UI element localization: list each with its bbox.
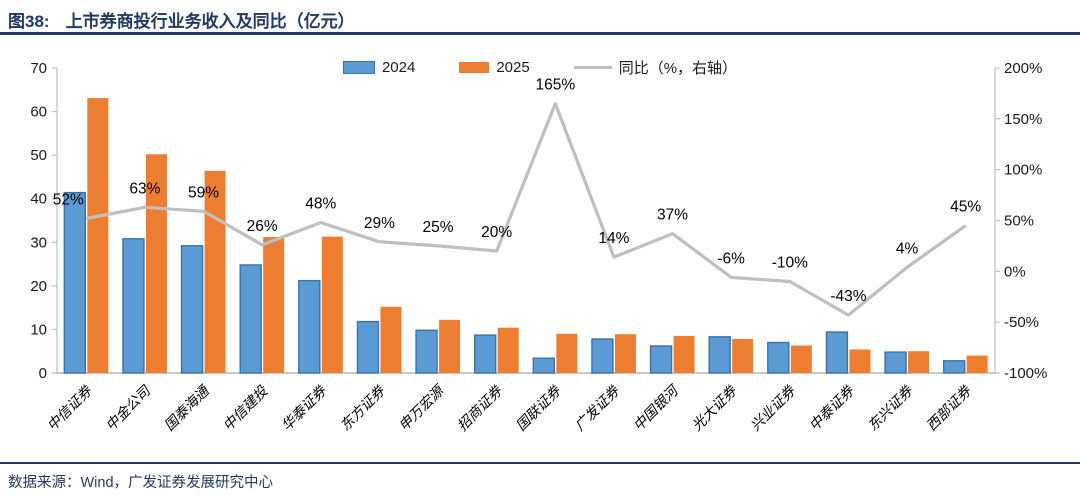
x-axis-label-8: 国联证券 — [513, 382, 565, 434]
left-axis-tick-label: 30 — [30, 234, 47, 251]
x-axis-label-0: 中信证券 — [44, 382, 96, 434]
right-axis-tick-label: -50% — [1004, 314, 1039, 331]
yoy-data-label-12: -10% — [772, 255, 808, 272]
bar-2025-15 — [966, 355, 988, 373]
yoy-data-label-8: 165% — [535, 77, 575, 94]
yoy-data-label-10: 37% — [657, 207, 688, 224]
right-axis-tick-label: 100% — [1004, 162, 1042, 179]
x-axis-label-4: 华泰证券 — [278, 382, 330, 434]
bar-2024-10 — [649, 345, 673, 374]
bar-2024-1 — [122, 238, 145, 374]
bar-2024-9 — [591, 338, 614, 374]
bar-2024-5 — [356, 320, 380, 374]
bar-2024-12 — [767, 341, 790, 374]
right-axis-tick-label: 200% — [1004, 60, 1042, 77]
right-axis-tick-label: 0% — [1004, 263, 1026, 280]
bar-2024-7 — [473, 334, 497, 374]
bar-2025-5 — [380, 306, 402, 373]
bar-2025-11 — [732, 339, 754, 373]
left-axis-tick-label: 0 — [39, 365, 47, 382]
x-axis-label-13: 中泰证券 — [806, 382, 858, 434]
bar-2024-15 — [942, 360, 966, 374]
bar-2024-13 — [825, 331, 849, 374]
data-source-note: 数据来源：Wind，广发证券发展研究中心 — [8, 475, 274, 491]
bar-2024-11 — [708, 336, 731, 374]
x-axis-label-7: 招商证券 — [454, 382, 506, 434]
x-axis-label-1: 中金公司 — [102, 381, 154, 433]
right-axis-tick-label: 50% — [1004, 213, 1034, 230]
x-axis-label-10: 中国银河 — [630, 381, 683, 434]
bar-2025-10 — [673, 335, 695, 373]
bar-2025-12 — [790, 345, 812, 373]
yoy-data-label-15: 45% — [950, 199, 981, 216]
figure-number: 图38: — [8, 12, 50, 31]
yoy-data-label-9: 14% — [598, 230, 629, 247]
bar-2024-4 — [298, 279, 321, 374]
x-axis-label-9: 广发证券 — [571, 382, 623, 434]
header-divider — [0, 32, 1080, 35]
x-axis-label-3: 中信建投 — [219, 381, 271, 433]
bar-2025-6 — [439, 319, 461, 373]
x-axis-label-11: 光大证券 — [688, 382, 740, 434]
right-axis-tick-label: -100% — [1004, 365, 1047, 382]
bar-2024-3 — [239, 264, 262, 374]
x-axis-label-14: 东兴证券 — [864, 382, 916, 434]
yoy-data-label-6: 25% — [423, 219, 454, 236]
left-axis-tick-label: 50 — [30, 147, 47, 164]
yoy-data-label-1: 63% — [129, 180, 160, 197]
yoy-data-label-11: -6% — [717, 250, 745, 267]
yoy-line — [85, 102, 967, 317]
left-axis-tick-label: 60 — [30, 104, 47, 121]
x-axis-label-5: 东方证券 — [337, 382, 389, 434]
yoy-data-label-14: 4% — [896, 240, 919, 257]
left-axis-tick-label: 40 — [30, 191, 47, 208]
bar-2025-7 — [497, 327, 519, 373]
left-axis-tick-label: 10 — [30, 321, 47, 338]
bar-2024-6 — [415, 329, 438, 374]
yoy-data-label-0: 52% — [53, 191, 84, 208]
bar-2024-2 — [180, 245, 204, 374]
bar-2025-3 — [263, 237, 285, 373]
bar-2025-9 — [614, 334, 636, 373]
bar-2025-14 — [908, 351, 930, 373]
bar-2024-8 — [532, 357, 556, 374]
figure-header: 图38: 上市券商投行业务收入及同比（亿元） — [8, 7, 355, 32]
yoy-data-label-4: 48% — [305, 196, 336, 213]
bar-2025-4 — [321, 236, 343, 373]
yoy-data-label-2: 59% — [188, 184, 219, 201]
yoy-data-label-7: 20% — [481, 224, 512, 241]
bar-2024-0 — [63, 191, 87, 374]
yoy-data-label-13: -43% — [830, 288, 866, 305]
right-axis-tick-label: 150% — [1004, 111, 1042, 128]
x-axis-label-6: 申万宏源 — [395, 381, 448, 434]
bar-line-chart: 0 10 20 30 40 50 60 70 -100% -50% 0% 50% 100% 150% 200… — [30, 60, 1047, 434]
left-axis-tick-label: 20 — [30, 278, 47, 295]
bar-2025-0 — [87, 98, 109, 374]
x-axis-label-12: 兴业证券 — [747, 382, 799, 434]
x-axis-label-2: 国泰海通 — [161, 381, 213, 433]
yoy-data-label-5: 29% — [364, 215, 395, 232]
x-axis-label-15: 西部证券 — [923, 382, 975, 434]
bar-2025-13 — [849, 349, 871, 373]
yoy-data-label-3: 26% — [247, 218, 278, 235]
bar-2024-14 — [884, 351, 907, 374]
footer-divider — [0, 462, 1080, 464]
bar-2025-8 — [556, 333, 578, 373]
left-axis-tick-label: 70 — [30, 60, 47, 77]
page-title: 上市券商投行业务收入及同比（亿元） — [65, 12, 355, 31]
